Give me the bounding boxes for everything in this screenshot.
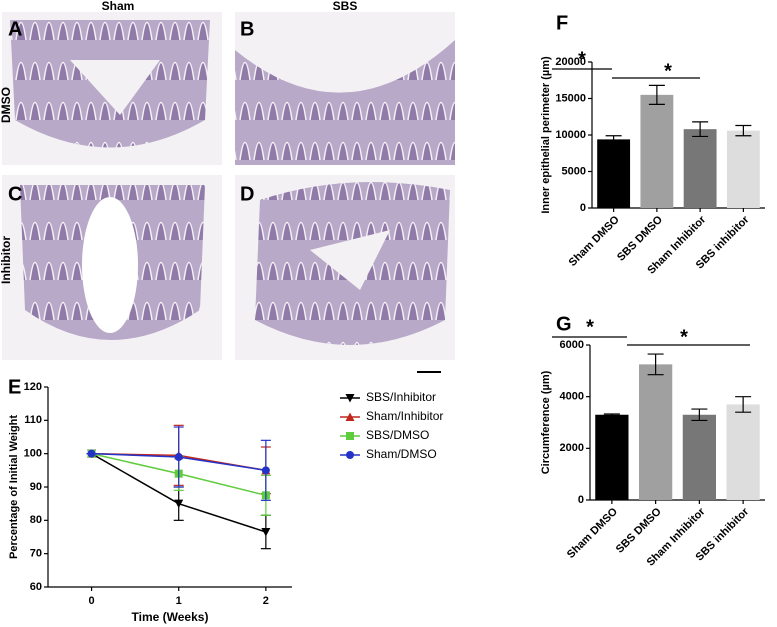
y-tick-label: 120	[24, 381, 42, 393]
y-tick-label: 70	[30, 548, 42, 560]
x-tick-label: 2	[263, 595, 269, 607]
panel-letter: C	[8, 183, 22, 205]
marker	[87, 449, 96, 458]
x-tick-label: Sham DMSO	[567, 213, 622, 268]
y-tick-label: 100	[24, 448, 42, 460]
bar	[682, 414, 716, 500]
significance-mark: *	[578, 48, 586, 70]
y-tick-label: 6000	[560, 339, 584, 351]
panel-letter: A	[8, 18, 22, 40]
panel-letter: E	[8, 376, 21, 398]
legend-label: Sham/Inhibitor	[366, 409, 443, 423]
y-axis-label: Percentage of Initial Weight	[8, 415, 20, 559]
y-axis-label: Circumference (µm)	[540, 370, 552, 474]
y-tick-label: 20000	[555, 56, 586, 68]
legend-label: SBS/DMSO	[366, 428, 429, 442]
y-tick-label: 60	[30, 581, 42, 593]
x-tick-label: 0	[89, 595, 95, 607]
legend-label: SBS/Inhibitor	[366, 390, 436, 404]
bar	[683, 129, 717, 208]
marker	[261, 466, 270, 475]
y-tick-label: 2000	[560, 442, 584, 454]
marker	[261, 528, 271, 537]
y-tick-label: 110	[24, 414, 42, 426]
y-tick-label: 90	[30, 481, 42, 493]
significance-mark: *	[586, 316, 594, 338]
y-tick-label: 5000	[562, 165, 586, 177]
y-tick-label: 80	[30, 514, 42, 526]
bar	[726, 404, 760, 500]
marker	[346, 451, 354, 459]
panel-letter: D	[240, 183, 254, 205]
y-tick-label: 10000	[555, 129, 586, 141]
legend-label: Sham/DMSO	[366, 447, 437, 461]
marker	[174, 499, 184, 509]
row-header: Inhibitor	[0, 236, 13, 284]
bar	[639, 364, 673, 500]
x-tick-label: Sham DMSO	[565, 505, 620, 560]
row-header: DMSO	[0, 87, 13, 123]
significance-mark: *	[680, 326, 688, 348]
x-axis-label: Time (Weeks)	[132, 610, 209, 624]
column-header: Sham	[102, 0, 135, 13]
bar	[597, 139, 631, 208]
micrographs	[2, 12, 455, 373]
significance-mark: *	[664, 60, 672, 82]
column-header: SBS	[333, 0, 358, 13]
marker	[345, 412, 355, 421]
y-tick-label: 0	[578, 494, 584, 506]
panel-letter: B	[240, 18, 254, 40]
panel-letter: G	[556, 313, 572, 335]
y-tick-label: 15000	[555, 92, 586, 104]
marker	[345, 394, 355, 403]
y-tick-label: 4000	[560, 391, 584, 403]
panel-letter: F	[556, 12, 568, 34]
y-tick-label: 0	[580, 202, 586, 214]
marker	[346, 432, 354, 440]
bar	[595, 414, 629, 500]
significance-lines	[552, 68, 750, 346]
y-axis-label: Inner epithelial perimeter (µm)	[540, 56, 552, 214]
bar	[640, 94, 674, 208]
marker	[174, 453, 183, 461]
x-tick-label: 1	[176, 595, 182, 607]
bar	[726, 130, 760, 208]
